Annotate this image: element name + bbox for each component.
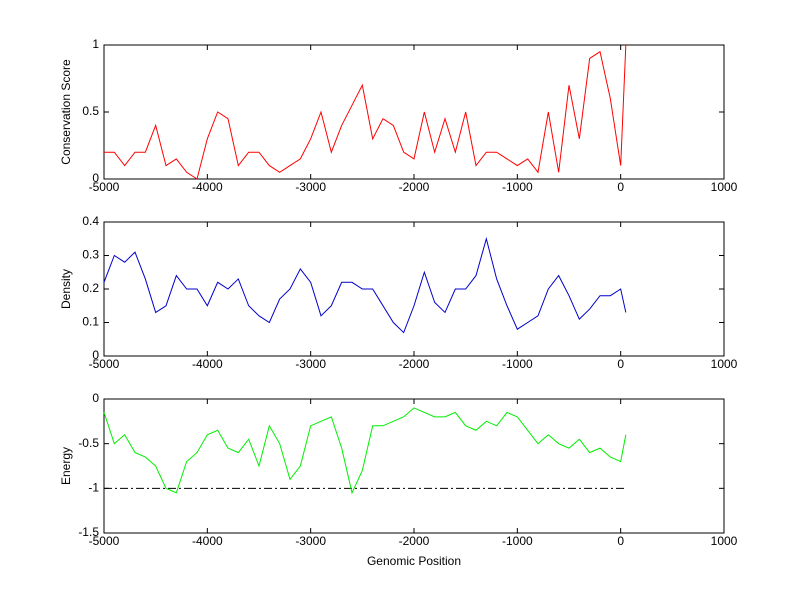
x-tick-label: 0 (617, 357, 624, 371)
x-tick-label: 1000 (711, 534, 738, 548)
x-tick-label: -2000 (399, 357, 430, 371)
data-line (103, 407, 627, 495)
x-tick-label: -1000 (502, 357, 533, 371)
x-tick-label: -5000 (89, 357, 120, 371)
x-tick-label: -5000 (89, 180, 120, 194)
y-axis-label: Energy (59, 447, 73, 485)
x-tick-label: -4000 (192, 534, 223, 548)
y-tick-label: -1 (88, 481, 99, 495)
y-tick-label: 0.2 (82, 281, 99, 295)
y-tick-label: 0 (92, 348, 99, 362)
x-tick-label: -1000 (502, 534, 533, 548)
y-tick-label: 0 (92, 391, 99, 405)
x-tick-label: 0 (617, 534, 624, 548)
x-axis-label: Genomic Position (367, 554, 461, 568)
y-tick-label: 0.4 (82, 214, 99, 228)
x-tick-label: 1000 (711, 180, 738, 194)
x-tick-label: -3000 (295, 534, 326, 548)
x-tick-label: -1000 (502, 180, 533, 194)
data-line (103, 236, 627, 334)
x-tick-label: -2000 (399, 534, 430, 548)
y-tick-label: 0.5 (82, 104, 99, 118)
x-tick-label: -3000 (295, 180, 326, 194)
x-tick-label: 0 (617, 180, 624, 194)
data-line (104, 44, 627, 180)
y-axis-label: Density (59, 269, 73, 309)
y-tick-label: 0 (92, 171, 99, 185)
x-tick-label: -3000 (295, 357, 326, 371)
x-tick-label: -5000 (89, 534, 120, 548)
x-tick-label: -2000 (399, 180, 430, 194)
x-tick-label: -4000 (192, 180, 223, 194)
y-tick-label: -1.5 (78, 525, 99, 539)
y-axis-label: Conservation Score (59, 59, 73, 165)
y-tick-label: 1 (92, 37, 99, 51)
x-tick-label: 1000 (711, 357, 738, 371)
plot-area (103, 398, 725, 534)
y-tick-label: 0.3 (82, 248, 99, 262)
y-tick-label: 0.1 (82, 315, 99, 329)
x-tick-label: -4000 (192, 357, 223, 371)
y-tick-label: -0.5 (78, 436, 99, 450)
